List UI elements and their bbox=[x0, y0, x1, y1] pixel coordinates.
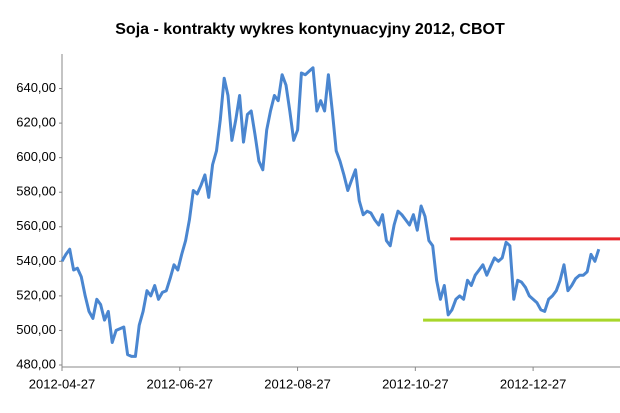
x-tick-label: 2012-10-27 bbox=[382, 376, 449, 391]
y-tick-label: 520,00 bbox=[16, 287, 56, 302]
data-line bbox=[60, 66, 601, 358]
y-tick-label: 500,00 bbox=[16, 322, 56, 337]
x-tick-label: 2012-04-27 bbox=[29, 376, 96, 391]
y-tick-label: 560,00 bbox=[16, 218, 56, 233]
y-tick-label: 580,00 bbox=[16, 184, 56, 199]
x-tick-label: 2012-08-27 bbox=[264, 376, 331, 391]
x-tick-label: 2012-12-27 bbox=[500, 376, 567, 391]
x-tick-label: 2012-06-27 bbox=[147, 376, 214, 391]
y-tick-label: 540,00 bbox=[16, 253, 56, 268]
y-tick-label: 640,00 bbox=[16, 80, 56, 95]
y-tick-label: 620,00 bbox=[16, 115, 56, 130]
y-tick-label: 600,00 bbox=[16, 149, 56, 164]
chart-title: Soja - kontrakty wykres kontynuacyjny 20… bbox=[115, 21, 505, 38]
y-tick-label: 480,00 bbox=[16, 356, 56, 371]
